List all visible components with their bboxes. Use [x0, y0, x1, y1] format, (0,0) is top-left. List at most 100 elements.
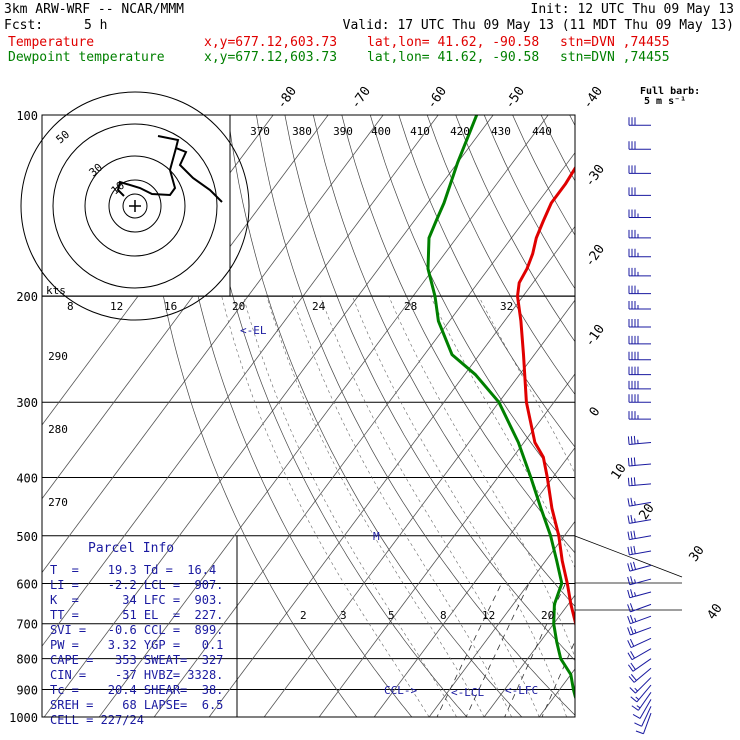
moist-adiabat-line — [243, 296, 457, 717]
wind-barb — [627, 514, 652, 524]
isotherm-line — [43, 115, 494, 717]
pressure-tick-label: 100 — [16, 109, 38, 123]
dewpoint-station: stn=DVN ,74455 — [560, 50, 670, 65]
parcel-info-row: LI = -2.2 LCL = 907. — [50, 578, 223, 592]
wind-barb-flag — [631, 705, 639, 711]
wind-barb-flag — [627, 640, 632, 648]
wind-barb-flag — [633, 457, 636, 466]
wind-barb-flag — [633, 545, 636, 554]
wind-barb — [627, 545, 652, 556]
dry-adiabat-line — [142, 115, 358, 717]
temperature-station: stn=DVN ,74455 — [560, 35, 670, 50]
wind-barb — [627, 561, 652, 572]
parcel-info-row: T = 19.3 Td = 16.4 — [50, 563, 216, 577]
theta-label: 370 — [250, 125, 270, 138]
wind-barb-half — [635, 696, 640, 700]
wind-barb-flag — [630, 696, 638, 703]
wind-barb-flag — [629, 626, 634, 635]
theta-label: 420 — [450, 125, 470, 138]
pressure-tick-label: 300 — [16, 396, 38, 410]
wind-barb-half — [634, 518, 636, 523]
wind-barb-flag — [630, 576, 634, 585]
wind-barb-flag — [629, 603, 634, 612]
wind-barb-flag — [627, 436, 630, 445]
dry-adiabat-line — [170, 115, 413, 717]
dry-adiabat-line — [712, 115, 740, 730]
forecast-label: Fcst: — [4, 18, 44, 33]
mixing-ratio-line — [436, 583, 502, 717]
wind-key-title: Full barb: — [640, 86, 700, 97]
wind-barb — [628, 187, 651, 196]
mixing-ratio-line — [541, 640, 575, 717]
wind-barb — [627, 457, 652, 467]
wind-barb-flag — [629, 614, 634, 623]
init-time: Init: 12 UTC Thu 09 May 13 — [530, 2, 735, 17]
pressure-tick-label: 900 — [16, 683, 38, 697]
wind-barb-flag — [627, 576, 631, 585]
wind-barb-flag — [630, 662, 636, 670]
wind-barb-shaft — [635, 677, 652, 694]
lfc-marker: <-LFC — [505, 684, 538, 697]
isotherm-line — [640, 87, 740, 729]
wind-barb-flag — [629, 687, 636, 694]
wind-barb-flag — [627, 531, 630, 540]
hodograph-ring — [122, 193, 148, 219]
theta-label: 440 — [532, 125, 552, 138]
isotherm-label: -10 — [582, 322, 608, 350]
wind-barb-shaft — [637, 692, 652, 711]
wind-barb — [628, 300, 651, 310]
m-marker: M — [373, 530, 380, 543]
wind-barb-flag — [628, 675, 635, 683]
wind-barb — [628, 209, 651, 218]
isotherm-label: 40 — [704, 601, 725, 622]
dry-adiabat-line — [540, 115, 575, 182]
pressure-tick-label: 200 — [16, 290, 38, 304]
wind-barb-shaft — [629, 442, 652, 445]
wind-barb-shaft — [632, 658, 652, 672]
wind-barb-shaft — [629, 501, 652, 507]
dry-adiabat-line — [256, 115, 575, 716]
wind-barb-half — [634, 629, 637, 634]
wind-barb — [627, 530, 652, 541]
mixing-ratio-line — [615, 583, 674, 729]
hodograph-trace — [116, 135, 223, 203]
moist-adiabat-line — [266, 296, 485, 717]
wind-barb-flag — [630, 562, 634, 571]
isotherm-line — [42, 115, 329, 500]
wind-barb-half — [634, 592, 637, 597]
dry-adiabat-line — [227, 115, 523, 717]
wind-barb-flag — [630, 674, 637, 681]
isotherm-line — [42, 115, 384, 574]
wind-barb — [628, 117, 651, 126]
moist-adiabat-line — [221, 296, 430, 717]
dry-adiabat-line — [398, 115, 575, 448]
dry-adiabat-line — [455, 115, 575, 343]
wind-barb-flag — [632, 561, 637, 570]
wind-barb — [630, 684, 652, 703]
isotherm-line — [98, 115, 549, 717]
el-marker: <-EL — [240, 324, 267, 337]
forecast-hour: 5 h — [84, 18, 108, 33]
dry-adiabat-line — [483, 115, 575, 290]
isotherm-label: 30 — [686, 543, 707, 564]
speed-tick-20: 20 — [232, 300, 245, 313]
parcel-info-row: PW = 3.32 YGP = 0.1 — [50, 638, 223, 652]
wind-barb-shaft — [630, 615, 652, 625]
wind-barb — [628, 267, 651, 277]
wind-barb-shaft — [629, 550, 652, 556]
isotherm-label: -50 — [502, 84, 528, 112]
wind-barb-flag — [627, 477, 630, 486]
wind-barb-shaft — [630, 603, 652, 613]
isotherm-label: -40 — [580, 84, 606, 112]
wind-barb — [628, 667, 652, 683]
wind-barb — [628, 229, 651, 239]
isotherm-label: -60 — [424, 84, 450, 112]
wind-barb-flag — [635, 730, 644, 735]
isotherm-line — [208, 225, 575, 717]
wind-barb-shaft — [631, 648, 652, 661]
isotherm-line — [42, 115, 439, 647]
lcl-marker: <-LCL — [451, 686, 484, 699]
wind-barb — [628, 319, 651, 328]
wind-barb — [627, 497, 652, 507]
wind-barb-flag — [629, 638, 635, 647]
